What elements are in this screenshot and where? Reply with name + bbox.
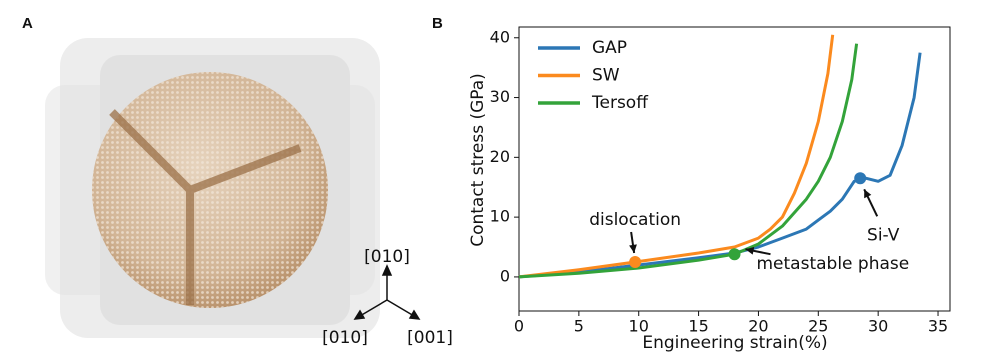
panel-label: A	[22, 15, 33, 32]
y-tick-label: 0	[500, 266, 510, 285]
x-tick-label: 5	[574, 317, 584, 336]
panel-label: B	[432, 15, 443, 32]
x-tick-label: 10	[629, 317, 649, 336]
y-tick-label: 20	[490, 147, 510, 166]
legend-label: SW	[592, 66, 620, 86]
annotation-text: Si-V	[867, 225, 900, 245]
axis-label: [010]	[322, 328, 368, 348]
line-series	[518, 43, 859, 279]
axis-label: [010]	[364, 247, 410, 267]
x-tick-label: 30	[868, 317, 888, 336]
crystal-axes	[353, 264, 421, 320]
y-tick-label: 40	[490, 27, 510, 46]
x-tick-label: 20	[748, 317, 768, 336]
plot-frame	[518, 26, 951, 312]
event-marker	[854, 172, 867, 185]
legend-label: Tersoff	[591, 93, 649, 113]
event-marker	[728, 248, 741, 261]
x-tick-label: 35	[928, 317, 948, 336]
x-axis-title: Engineering strain(%)	[642, 333, 827, 353]
x-tick-label: 25	[808, 317, 828, 336]
annotation-text: dislocation	[589, 210, 681, 230]
axis-label: [001]	[407, 328, 453, 348]
arrow-head	[864, 189, 872, 199]
legend-label: GAP	[592, 38, 627, 58]
arrow-head	[629, 244, 637, 253]
x-tick-label: 15	[688, 317, 708, 336]
y-tick-label: 10	[490, 207, 510, 226]
y-axis-title: Contact stress (GPa)	[468, 73, 488, 247]
x-tick-label: 0	[514, 317, 524, 336]
event-marker	[629, 255, 642, 268]
line-series	[518, 34, 835, 279]
arrow-head	[745, 247, 755, 255]
y-tick-label: 30	[490, 87, 510, 106]
nanoparticle	[92, 72, 328, 308]
line-series	[518, 52, 922, 279]
annotation-text: metastable phase	[757, 254, 910, 274]
